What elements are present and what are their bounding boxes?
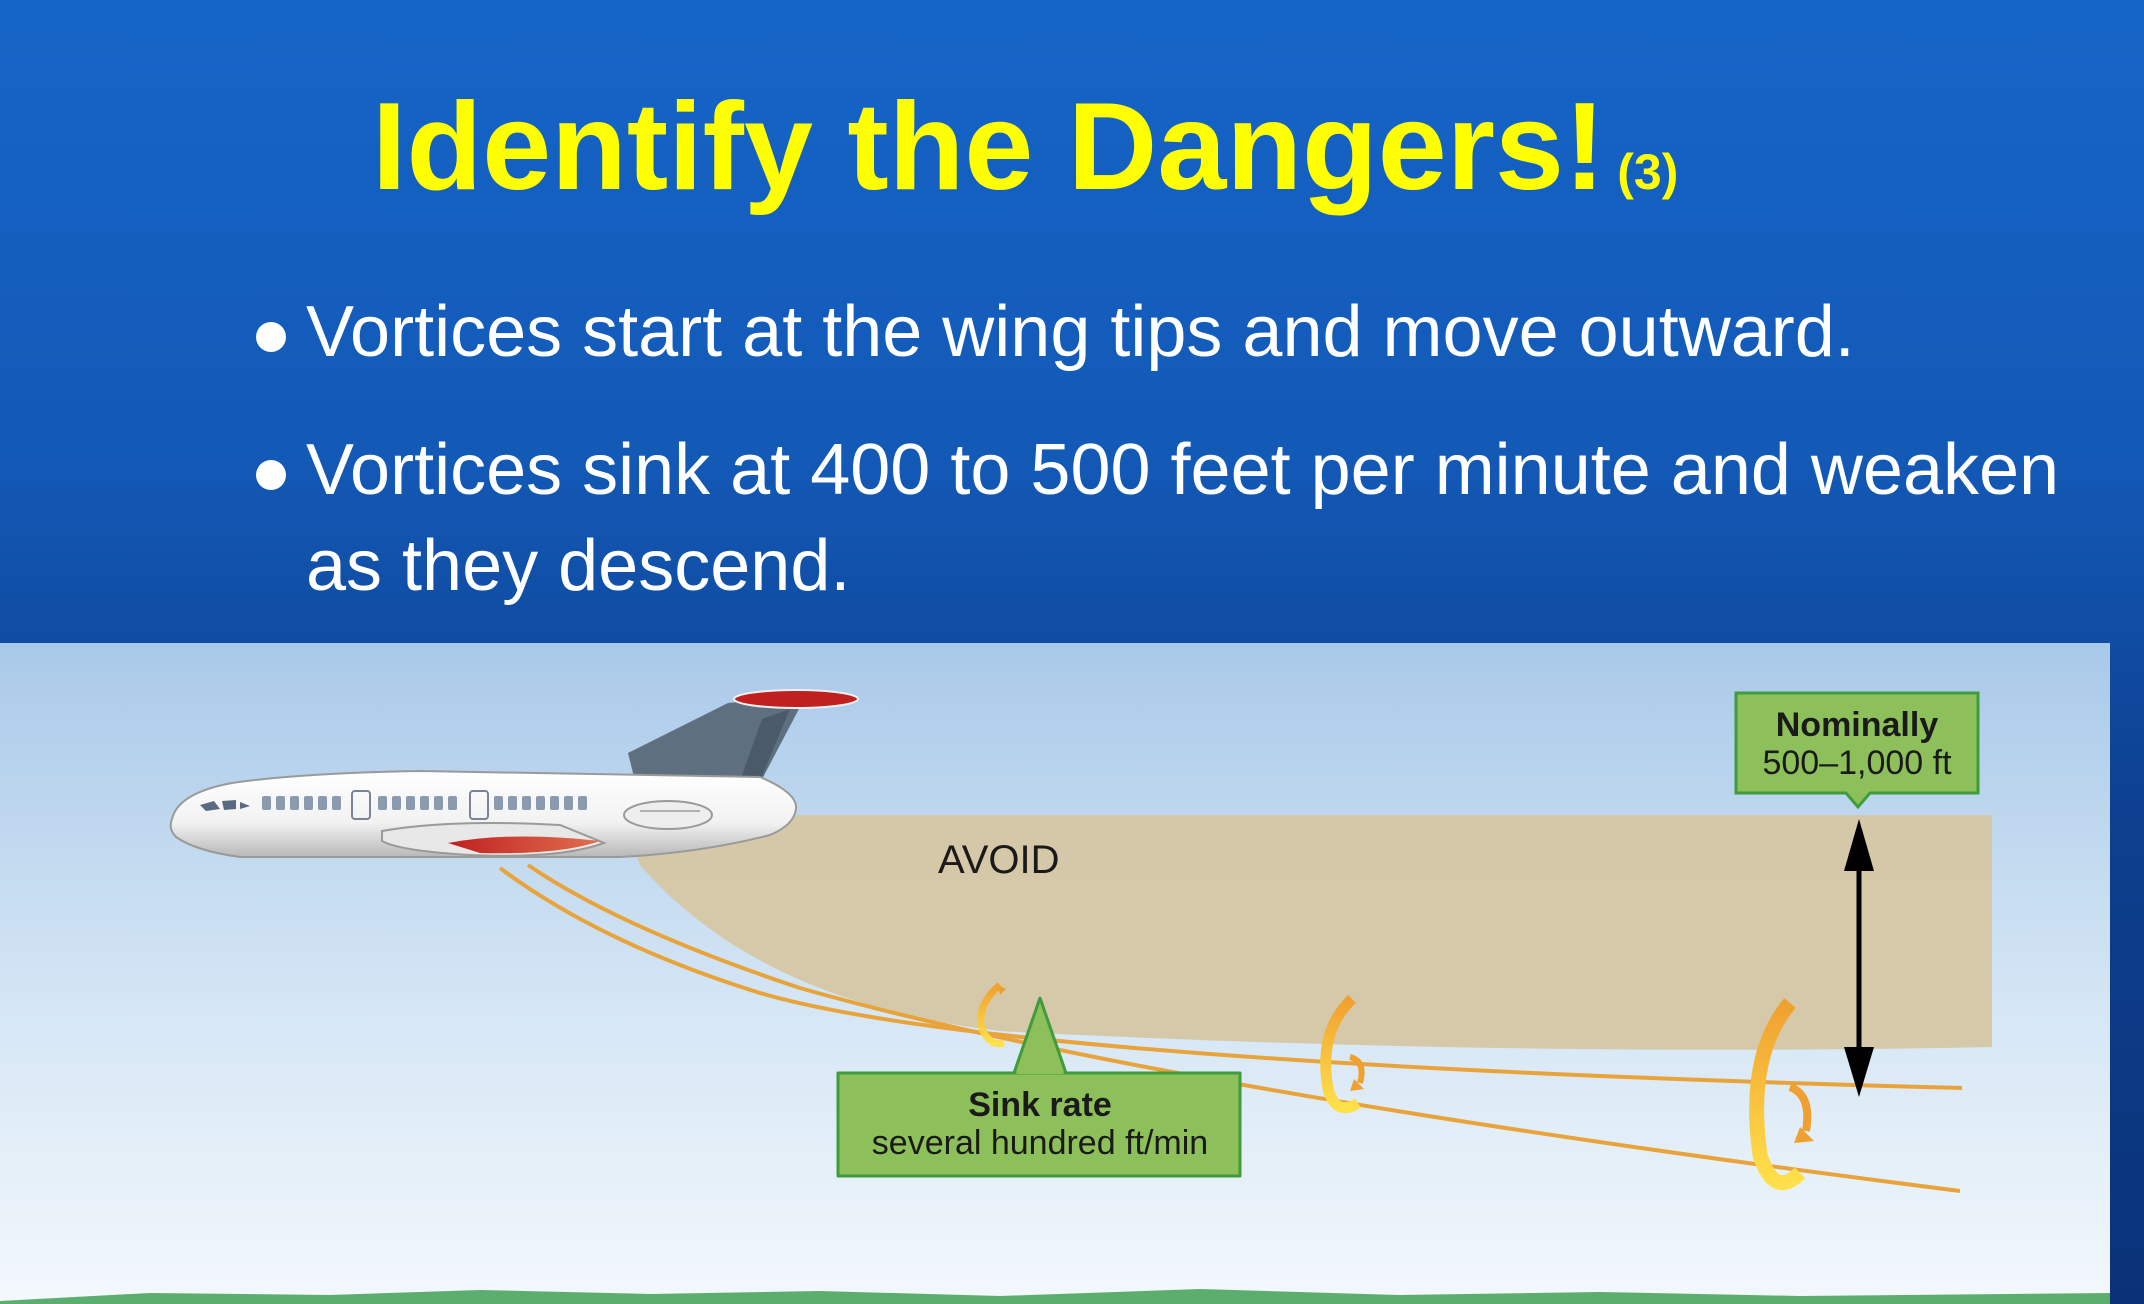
sink-callout-title: Sink rate [968,1086,1112,1124]
vortex-trail-lower [526,863,1961,1193]
vortex-swirl-large-icon [1749,998,1814,1191]
bullet-item-2: Vortices sink at 400 to 500 feet per min… [250,422,2120,614]
wake-vortex-diagram: AVOID Nominally 500–1,000 ft Sink rate s… [0,643,2110,1304]
bullet-dot-icon [256,460,286,490]
vortex-swirl-medium-icon [1320,994,1365,1114]
ground-strip [0,1289,2110,1304]
vortex-swirl-small-icon [977,982,1006,1048]
altitude-range-arrow-icon [1844,819,1874,1097]
bullet-list: Vortices start at the wing tips and move… [250,284,2120,656]
diagram-canvas: AVOID Nominally 500–1,000 ft Sink rate s… [0,643,2110,1304]
avoid-label: AVOID [938,838,1060,882]
bullet-text-2: Vortices sink at 400 to 500 feet per min… [306,430,2060,606]
nominal-callout-title: Nominally [1776,706,1939,744]
title-text: Identify the Dangers! [372,78,1606,216]
bullet-text-1: Vortices start at the wing tips and move… [306,292,1855,372]
nominal-altitude-callout: Nominally 500–1,000 ft [1734,691,1980,810]
title-number: (3) [1617,144,1679,200]
avoid-zone [620,815,1992,1050]
nominal-callout-value: 500–1,000 ft [1762,744,1952,782]
airplane-icon [169,689,859,858]
bullet-dot-icon [256,322,286,352]
bullet-item-1: Vortices start at the wing tips and move… [250,284,2120,380]
sink-rate-callout: Sink rate several hundred ft/min [836,996,1242,1178]
vortex-trail-upper [498,866,1963,1090]
slide-title: Identify the Dangers! (3) [372,72,1678,247]
sink-callout-value: several hundred ft/min [872,1124,1208,1162]
